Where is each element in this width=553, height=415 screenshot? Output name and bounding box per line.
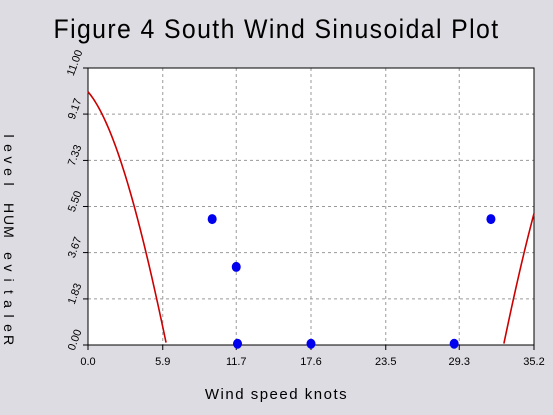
y-tick-label: 9.17 <box>66 97 85 121</box>
y-tick-label: 3.67 <box>66 235 85 259</box>
y-tick-label: 0.00 <box>66 328 85 352</box>
data-point <box>233 338 243 349</box>
grid-lines <box>88 68 534 345</box>
x-tick-label: 29.3 <box>449 356 470 368</box>
data-point <box>306 338 316 349</box>
y-tick-label: 7.33 <box>66 143 85 167</box>
data-point <box>207 214 217 225</box>
data-point <box>449 338 459 349</box>
data-points <box>207 214 496 349</box>
x-tick-label: 0.0 <box>80 356 95 368</box>
y-axis-ticks: 0.00 1.83 3.67 5.50 7.33 9.17 11.00 <box>65 48 88 352</box>
x-tick-label: 17.6 <box>300 356 321 368</box>
x-tick-label: 11.7 <box>226 356 247 368</box>
x-axis-label: Wind speed knots <box>204 386 349 403</box>
chart-title: Figure 4 South Wind Sinusoidal Plot <box>53 14 500 44</box>
y-tick-label: 5.50 <box>66 189 85 213</box>
data-point <box>486 214 496 225</box>
fit-curve <box>87 91 535 344</box>
x-tick-label: 35.2 <box>523 356 544 368</box>
y-tick-label: 11.00 <box>65 48 85 77</box>
y-axis-label-char: R <box>1 334 17 346</box>
x-tick-label: 23.5 <box>375 356 396 368</box>
y-tick-label: 1.83 <box>66 282 85 306</box>
x-tick-label: 5.9 <box>155 356 170 368</box>
x-axis-ticks: 0.0 5.9 11.7 17.6 23.5 29.3 35.2 <box>80 345 545 368</box>
data-point <box>231 261 241 272</box>
